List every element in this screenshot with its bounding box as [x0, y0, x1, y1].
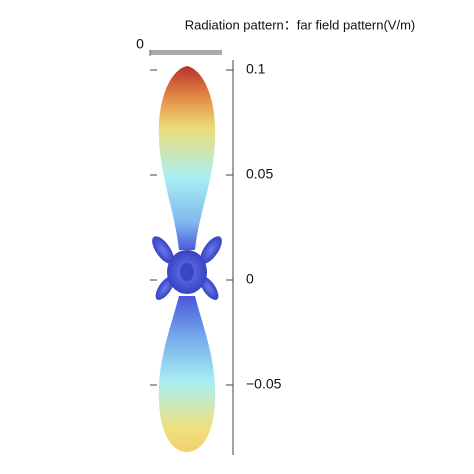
- y-tick-label: 0.1: [246, 61, 266, 77]
- x-tick-label: 0: [136, 36, 144, 52]
- y-tick-label: 0: [246, 271, 254, 287]
- y-tick-label: 0.05: [246, 166, 273, 182]
- chart-title: Radiation pattern：far field pattern(V/m): [185, 17, 416, 32]
- pattern-surface: [152, 66, 222, 452]
- x-axis-bar: [150, 50, 222, 55]
- y-tick-label: −0.05: [246, 376, 282, 392]
